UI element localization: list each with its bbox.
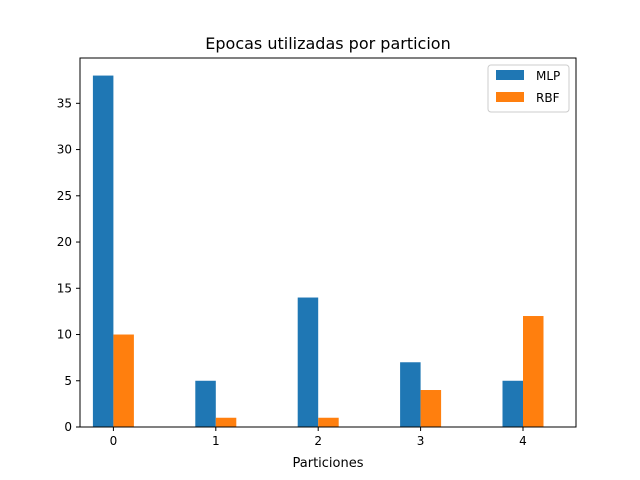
y-tick-label: 5 <box>64 374 72 388</box>
legend: MLP RBF <box>487 64 570 113</box>
legend-swatch-mlp <box>496 70 524 80</box>
x-tick-label: 0 <box>110 434 118 448</box>
x-tick-label: 3 <box>417 434 425 448</box>
plot-area-frame <box>79 57 577 428</box>
bar-mlp-0 <box>92 75 114 427</box>
bar-rbf-3 <box>420 390 442 427</box>
bar-mlp-1 <box>195 380 216 427</box>
bar-mlp-4 <box>502 380 523 427</box>
y-tick-label: 20 <box>57 235 72 249</box>
chart-title: Epocas utilizadas por particion <box>205 34 450 53</box>
x-tick-label: 4 <box>519 434 527 448</box>
y-axis: 0 5 10 15 20 25 30 35 <box>57 96 80 434</box>
x-tick-label: 2 <box>314 434 322 448</box>
bar-rbf-1 <box>215 417 237 427</box>
bar-rbf-0 <box>113 334 134 427</box>
y-tick-label: 25 <box>57 189 72 203</box>
y-tick-label: 0 <box>64 420 72 434</box>
y-tick-label: 30 <box>57 143 72 157</box>
y-tick-label: 35 <box>57 96 72 110</box>
legend-swatch-rbf <box>496 92 524 102</box>
x-axis: 0 1 2 3 4 <box>110 427 527 448</box>
x-axis-label: Particiones <box>293 456 364 471</box>
y-tick-label: 10 <box>57 328 72 342</box>
legend-label-mlp: MLP <box>536 69 560 83</box>
bar-rbf-2 <box>318 417 339 427</box>
bar-mlp-2 <box>297 297 319 427</box>
x-tick-label: 1 <box>212 434 220 448</box>
legend-label-rbf: RBF <box>536 91 560 105</box>
bar-rbf-4 <box>523 316 544 427</box>
bars-group <box>92 75 544 427</box>
y-tick-label: 15 <box>57 281 72 295</box>
bar-mlp-3 <box>400 362 421 427</box>
